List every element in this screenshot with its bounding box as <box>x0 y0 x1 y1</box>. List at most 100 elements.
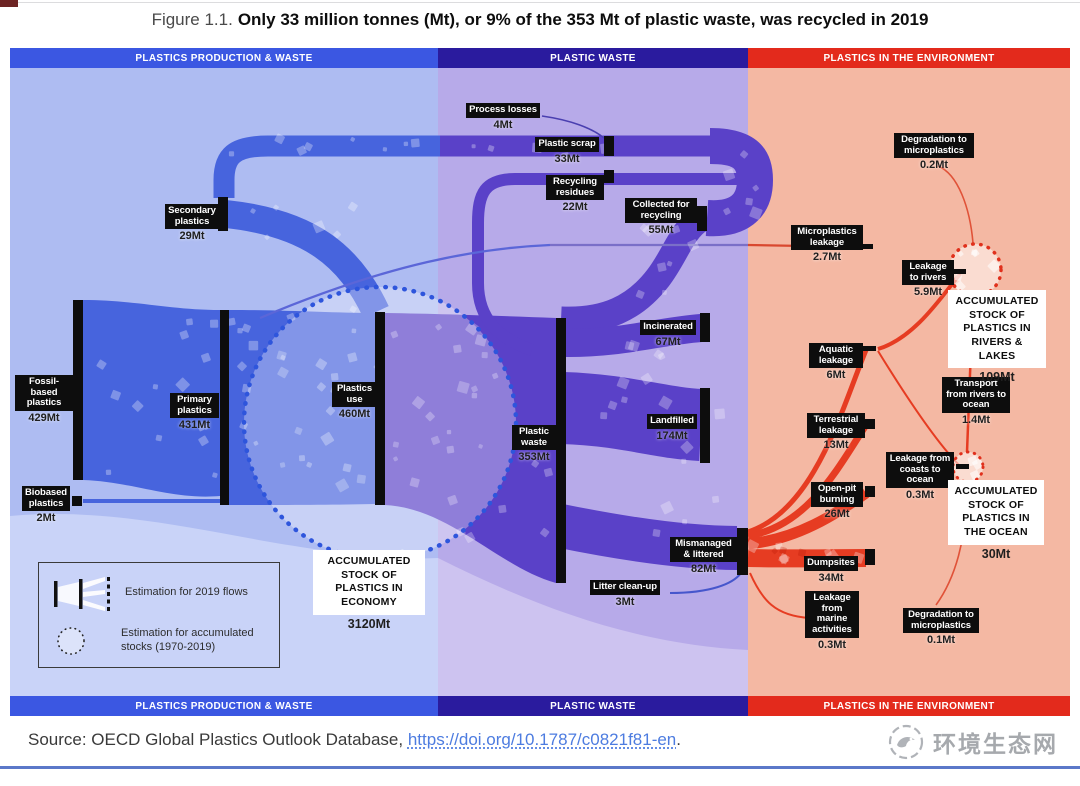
node-value: 0.2Mt <box>919 159 949 172</box>
stock-value: 3120Mt <box>347 616 391 631</box>
bar-coasts <box>956 464 969 469</box>
node-aquatic-leakage: Aquatic leakage 6Mt <box>809 343 863 381</box>
node-value: 1.4Mt <box>961 413 991 426</box>
node-fossil-based-plastics: Fossil-based plastics 429Mt <box>15 375 73 424</box>
node-primary-plastics: Primary plastics 431Mt <box>170 393 219 431</box>
node-biobased-plastics: Biobased plastics 2Mt <box>22 486 70 524</box>
node-label: Aquatic leakage <box>809 343 863 369</box>
sankey-canvas <box>10 68 1070 696</box>
node-label: Plastic waste <box>512 425 556 451</box>
bar-openpit <box>865 486 875 497</box>
node-value: 22Mt <box>562 201 588 214</box>
node-label: Plastic scrap <box>535 137 599 152</box>
bar-microplastics <box>860 244 873 249</box>
flow-to-marine <box>749 572 811 619</box>
flow-waste-to-collected <box>560 207 709 334</box>
node-value: 26Mt <box>824 508 850 521</box>
figure-caption: Figure 1.1. Only 33 million tonnes (Mt), … <box>0 10 1080 30</box>
node-value: 0.1Mt <box>926 634 956 647</box>
node-label: Terrestrial leakage <box>807 413 865 439</box>
economy-stock-circle <box>241 284 519 562</box>
bar-fossil <box>73 300 83 480</box>
node-label: Collected for recycling <box>625 198 697 224</box>
node-label: Fossil-based plastics <box>15 375 73 411</box>
bar-use <box>375 312 385 505</box>
header-plastics-environment: PLASTICS IN THE ENVIRONMENT <box>748 48 1070 68</box>
node-label: Plastics use <box>332 382 377 408</box>
node-mismanaged-littered: Mismanaged & littered 82Mt <box>670 537 737 575</box>
stock-value: 30Mt <box>981 546 1011 561</box>
node-value: 431Mt <box>178 419 211 432</box>
node-bars <box>72 136 969 583</box>
bg-environment-column <box>748 68 1070 696</box>
node-label: Dumpsites <box>804 556 858 571</box>
node-value: 460Mt <box>338 408 371 421</box>
bar-mismanaged <box>737 528 748 575</box>
stock-rivers-lakes: ACCUMULATED STOCK OF PLASTICS IN RIVERS … <box>948 290 1046 384</box>
node-microplastics-leakage: Microplastics leakage 2.7Mt <box>791 225 863 263</box>
node-label: Transport from rivers to ocean <box>942 377 1010 413</box>
header-plastic-waste: PLASTIC WASTE <box>438 48 748 68</box>
bottom-divider <box>0 766 1080 769</box>
line-degradation-top <box>937 165 974 244</box>
bar-terrestrial <box>865 419 875 429</box>
bar-residues <box>604 170 614 183</box>
bar-landfilled <box>700 388 710 463</box>
node-label: Mismanaged & littered <box>670 537 737 563</box>
flow-biobased-to-primary <box>83 499 220 503</box>
bar-biobased <box>72 496 82 506</box>
stock-economy: ACCUMULATED STOCK OF PLASTICS IN ECONOMY… <box>313 550 425 631</box>
node-transport-rivers-to-ocean: Transport from rivers to ocean 1.4Mt <box>942 377 1010 426</box>
flow-loop-blue <box>213 135 440 198</box>
node-open-pit-burning: Open-pit burning 26Mt <box>811 482 863 520</box>
source-line: Source: OECD Global Plastics Outlook Dat… <box>28 730 681 750</box>
bg-waste-wash <box>438 558 748 696</box>
footer-plastics-production: PLASTICS PRODUCTION & WASTE <box>10 696 438 716</box>
node-recycling-residues: Recycling residues 22Mt <box>546 175 604 213</box>
ocean-stock-circle <box>951 450 985 484</box>
node-label: Microplastics leakage <box>791 225 863 251</box>
node-label: Primary plastics <box>170 393 219 419</box>
figure-heading: Only 33 million tonnes (Mt), or 9% of th… <box>237 10 929 29</box>
node-value: 82Mt <box>690 563 717 576</box>
bar-waste <box>556 318 566 583</box>
bar-primary <box>220 310 229 505</box>
legend-box: Estimation for 2019 flows Estimation for… <box>38 562 280 668</box>
top-divider <box>0 2 1080 3</box>
flow-primary-to-use <box>229 310 375 505</box>
node-landfilled: Landfilled 174Mt <box>644 414 700 442</box>
node-degradation-microplastics-bottom: Degradation to microplastics 0.1Mt <box>903 608 979 646</box>
node-leakage-marine-activities: Leakage from marine activities 0.3Mt <box>805 591 859 651</box>
node-plastic-scrap: Plastic scrap 33Mt <box>530 137 604 165</box>
node-dumpsites: Dumpsites 34Mt <box>800 556 862 584</box>
node-value: 2.7Mt <box>812 251 842 264</box>
header-plastics-production: PLASTICS PRODUCTION & WASTE <box>10 48 438 68</box>
node-process-losses: Process losses 4Mt <box>460 103 546 131</box>
node-value: 29Mt <box>179 230 205 243</box>
node-label: Leakage from marine activities <box>805 591 859 638</box>
node-label: Open-pit burning <box>811 482 863 508</box>
legend-stock-row: Estimation for accumulated stocks (1970-… <box>51 623 271 659</box>
node-value: 174Mt <box>656 429 688 442</box>
stock-label: ACCUMULATED STOCK OF PLASTICS IN THE OCE… <box>948 480 1044 545</box>
node-incinerated: Incinerated 67Mt <box>636 320 700 348</box>
column-footers: PLASTICS PRODUCTION & WASTE PLASTIC WAST… <box>10 696 1070 716</box>
legend-stock-label: Estimation for accumulated stocks (1970-… <box>121 627 254 653</box>
stock-value: 109Mt <box>979 370 1015 385</box>
bar-rivers-leak <box>954 269 966 274</box>
source-link[interactable]: https://doi.org/10.1787/c0821f81-en <box>407 730 677 749</box>
node-value: 5.9Mt <box>913 286 943 299</box>
corner-mark <box>0 0 18 7</box>
node-label: Secondary plastics <box>165 204 219 230</box>
node-value: 6Mt <box>826 369 846 382</box>
node-collected-for-recycling: Collected for recycling 55Mt <box>625 198 697 236</box>
stock-legend-icon <box>57 627 85 655</box>
source-suffix: . <box>676 730 682 749</box>
legend-flow-row: Estimation for 2019 flows <box>51 573 271 613</box>
node-value: 353Mt <box>518 451 550 464</box>
node-value: 33Mt <box>554 152 580 165</box>
node-label: Litter clean-up <box>590 580 660 595</box>
node-value: 55Mt <box>648 224 674 237</box>
node-litter-clean-up: Litter clean-up 3Mt <box>580 580 670 608</box>
node-label: Process losses <box>466 103 540 118</box>
